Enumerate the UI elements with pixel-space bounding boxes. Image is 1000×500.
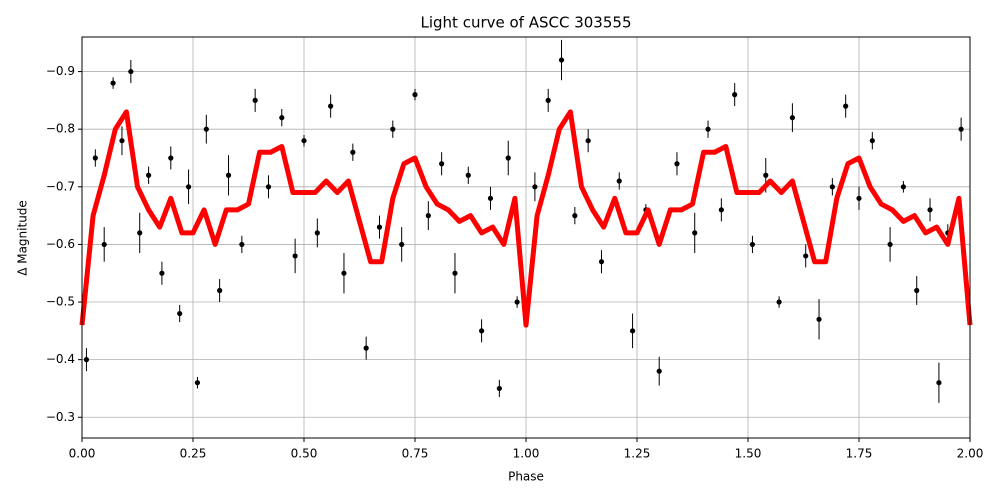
data-point — [177, 310, 183, 317]
data-point — [718, 207, 724, 213]
chart-title: Light curve of ASCC 303555 — [421, 14, 632, 32]
data-point — [168, 155, 174, 161]
data-point — [439, 161, 445, 167]
data-point — [137, 230, 143, 236]
data-point — [936, 380, 942, 386]
data-point — [545, 97, 551, 103]
data-point — [532, 184, 538, 190]
data-point — [749, 241, 756, 248]
data-point — [496, 385, 502, 392]
data-point — [252, 97, 258, 103]
x-tick-label: 1.75 — [846, 447, 873, 461]
data-point — [705, 126, 711, 132]
ticks: 0.00 0.25 0.50 0.75 1.00 1.25 1.50 1.75 2.00 −0.9… — [46, 64, 984, 460]
data-point — [585, 138, 591, 144]
data-point — [616, 178, 622, 184]
data-point — [732, 92, 738, 98]
data-point — [465, 172, 471, 178]
y-tick-label: −0.9 — [46, 64, 75, 78]
data-point — [92, 155, 98, 161]
data-point — [487, 195, 494, 201]
data-point — [101, 241, 107, 248]
data-point — [816, 316, 822, 322]
data-point — [598, 259, 605, 265]
x-tick-label: 1.50 — [735, 447, 762, 461]
y-tick-label: −0.8 — [46, 122, 75, 136]
data-point — [776, 299, 782, 305]
data-point — [900, 184, 907, 190]
data-point — [958, 126, 964, 132]
data-point — [203, 126, 209, 132]
data-point — [146, 172, 152, 178]
data-point — [217, 287, 223, 294]
data-point — [452, 270, 458, 276]
data-point — [479, 328, 485, 334]
data-point — [514, 299, 520, 305]
data-point — [399, 241, 405, 248]
data-point — [869, 138, 875, 144]
data-point — [194, 380, 201, 386]
data-point — [412, 92, 418, 98]
data-point — [856, 195, 862, 201]
data-point — [225, 172, 232, 178]
data-point — [674, 161, 680, 167]
binned-curve — [79, 109, 973, 328]
data-point — [829, 184, 835, 190]
data-point — [887, 241, 893, 248]
y-tick-label: −0.5 — [46, 295, 75, 309]
y-tick-label: −0.6 — [46, 237, 75, 251]
data-point — [843, 103, 849, 109]
data-point — [83, 357, 90, 363]
data-point — [119, 138, 125, 144]
x-tick-label: 1.00 — [513, 447, 540, 461]
data-point — [110, 80, 116, 86]
data-point — [279, 115, 285, 121]
x-tick-label: 1.25 — [624, 447, 651, 461]
data-point — [328, 103, 334, 109]
data-point — [763, 172, 769, 178]
x-tick-label: 0.50 — [291, 447, 318, 461]
data-point — [301, 138, 307, 144]
y-tick-label: −0.7 — [46, 179, 75, 193]
data-point — [789, 115, 796, 121]
data-point — [692, 230, 698, 236]
data-point — [159, 270, 165, 276]
data-point — [558, 57, 565, 63]
data-point — [803, 253, 809, 259]
data-point — [239, 241, 245, 248]
x-tick-label: 0.00 — [69, 447, 96, 461]
data-point — [656, 368, 662, 374]
data-point — [314, 230, 320, 236]
y-tick-label: −0.4 — [46, 352, 75, 366]
x-tick-label: 0.75 — [402, 447, 429, 461]
data-point — [572, 213, 578, 219]
data-point — [350, 149, 356, 155]
data-point — [505, 155, 511, 161]
data-point — [390, 126, 396, 132]
data-point — [265, 184, 272, 190]
data-point — [914, 287, 920, 294]
data-point — [185, 184, 192, 190]
x-tick-label: 0.25 — [180, 447, 207, 461]
x-tick-label: 2.00 — [957, 447, 984, 461]
data-point — [376, 224, 383, 230]
data-point — [363, 345, 369, 351]
y-axis-label: Δ Magnitude — [16, 200, 30, 276]
data-point — [341, 270, 347, 276]
data-point — [292, 253, 298, 259]
marks — [79, 39, 973, 403]
data-point — [927, 207, 933, 213]
data-point — [425, 213, 431, 219]
data-point — [128, 68, 134, 75]
data-point — [629, 328, 636, 334]
x-axis-label: Phase — [508, 470, 544, 484]
y-tick-label: −0.3 — [46, 410, 75, 424]
